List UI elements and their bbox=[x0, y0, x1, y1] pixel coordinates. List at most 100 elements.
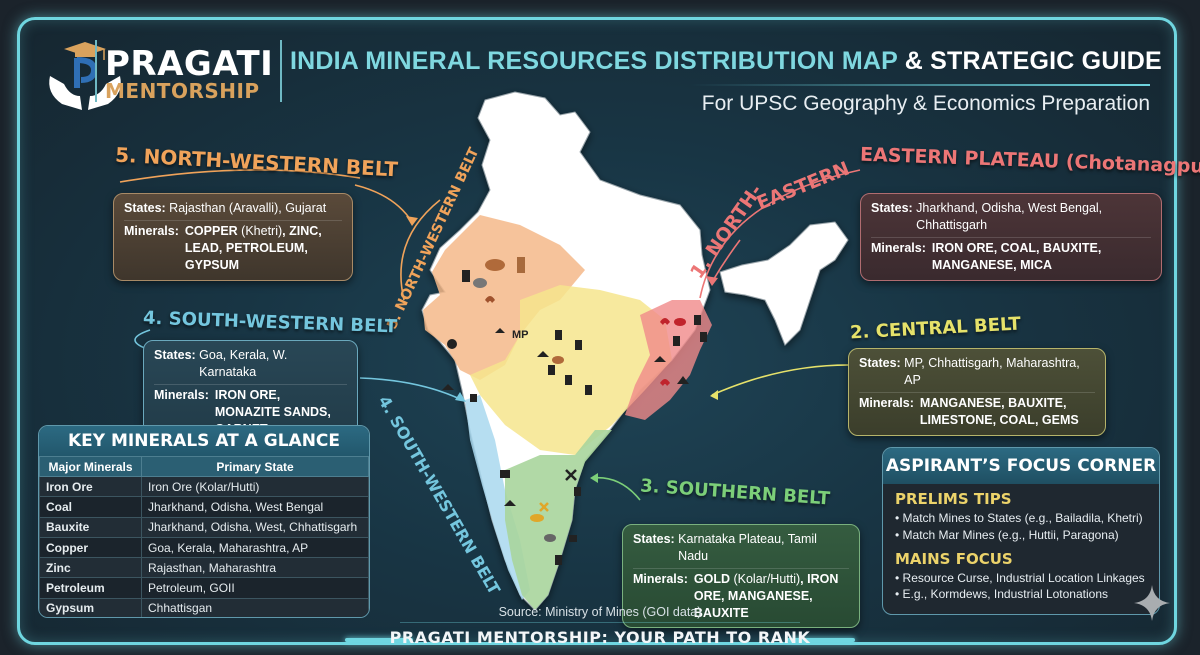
ne-arc bbox=[699, 169, 861, 299]
gold-nugget-icon bbox=[530, 514, 544, 522]
info-box-central: States: MP, Chhattisgarh, Maharashtra, A… bbox=[848, 348, 1106, 436]
title-divider bbox=[280, 40, 282, 102]
iron-ore-icon bbox=[552, 356, 564, 364]
manganese-ore-icon bbox=[544, 534, 556, 542]
region-north-western bbox=[423, 215, 585, 380]
copper-ore-icon bbox=[485, 259, 505, 271]
key-minerals-table: KEY MINERALS AT A GLANCE Major Minerals … bbox=[38, 425, 370, 618]
states-label: States: bbox=[859, 356, 901, 370]
title-underline bbox=[690, 84, 1150, 86]
table-row: Petroleum Petroleum, GOII bbox=[39, 577, 369, 599]
states-value: MP, Chhattisgarh, Maharashtra, AP bbox=[904, 356, 1080, 387]
minerals-label: Minerals: bbox=[871, 240, 926, 255]
title-strategic: & STRATEGIC GUIDE bbox=[904, 47, 1162, 75]
region-north-eastern-plateau bbox=[625, 300, 712, 420]
bauxite-heap-icon-ne bbox=[654, 356, 666, 362]
mineral-icons bbox=[442, 257, 707, 565]
minerals-value: COPPER (Khetri), ZINC, LEAD, PETROLEUM, … bbox=[184, 223, 322, 272]
states-label: States: bbox=[154, 348, 196, 362]
table-row: Coal Jharkhand, Odisha, West Bengal bbox=[39, 496, 369, 518]
sparkle-icon bbox=[1134, 585, 1170, 621]
info-box-north-western: States: Rajasthan (Aravalli), Gujarat Mi… bbox=[113, 193, 353, 281]
gold-mining-icon bbox=[539, 502, 549, 512]
aspirant-focus-corner: ASPIRANT’S FOCUS CORNER PRELIMS TIPS Mat… bbox=[882, 447, 1160, 615]
ne-arc-label-2: EASTERN bbox=[754, 158, 853, 215]
info-box-north-eastern: States: Jharkhand, Odisha, West Bengal, … bbox=[860, 193, 1162, 281]
oil-rig-icon bbox=[462, 270, 470, 282]
manganese-heap-icon-ne bbox=[677, 376, 689, 384]
minerals-label: Minerals: bbox=[633, 571, 688, 586]
table-row: Bauxite Jharkhand, Odisha, West, Chhattis… bbox=[39, 516, 369, 538]
garnet-heap-icon bbox=[504, 500, 516, 506]
minerals-value: IRON ORE, COAL, BAUXITE, MANGANESE, MICA bbox=[931, 240, 1102, 272]
focus-title: ASPIRANT’S FOCUS CORNER bbox=[883, 448, 1159, 484]
nw-arc bbox=[400, 199, 441, 301]
petroleum-drop-icon bbox=[447, 339, 457, 349]
brand-name: PRAGATI bbox=[105, 44, 274, 84]
footer-bar-right bbox=[787, 638, 855, 642]
magnet-icon-ne-2 bbox=[660, 379, 670, 386]
footer-divider bbox=[400, 622, 800, 623]
footer-bar-left bbox=[345, 638, 413, 642]
minerals-label: Minerals: bbox=[859, 395, 914, 410]
coal-icon-2 bbox=[575, 340, 582, 350]
region-central bbox=[470, 285, 672, 455]
coal-icon-4 bbox=[565, 375, 572, 385]
page-title: INDIA MINERAL RESOURCES DISTRIBUTION MAP… bbox=[290, 47, 1162, 76]
states-value: Rajasthan (Aravalli), Gujarat bbox=[169, 201, 327, 215]
coal-icon-ne-2 bbox=[673, 336, 680, 346]
coal-icon-ne bbox=[694, 315, 701, 325]
table-row: Iron Ore Iron Ore (Kolar/Hutti) bbox=[39, 475, 369, 498]
prelims-tip: Match Mar Mines (e.g., Huttii, Paragona) bbox=[895, 527, 1159, 544]
info-box-southern: States: Karnataka Plateau, Tamil Nadu Mi… bbox=[622, 524, 860, 629]
coal-icon-5 bbox=[585, 385, 592, 395]
region-southern bbox=[505, 430, 612, 610]
title-main: INDIA MINERAL RESOURCES DISTRIBUTION MAP bbox=[290, 47, 898, 75]
magnet-icon bbox=[485, 296, 495, 303]
mica-icon bbox=[674, 318, 686, 326]
mains-point: E.g., Kormdews, Industrial Lotonations bbox=[895, 586, 1159, 603]
manganese-heap-icon bbox=[537, 351, 549, 357]
iron-ore-icon-south bbox=[574, 487, 581, 496]
zinc-icon bbox=[517, 257, 525, 273]
column-header-mineral: Major Minerals bbox=[39, 456, 142, 477]
central-arrow bbox=[711, 364, 849, 396]
source-note: Source: Ministry of Mines (GOI data) bbox=[498, 605, 702, 619]
table-row: Copper Goa, Kerala, Maharashtra, AP bbox=[39, 536, 369, 559]
bauxite-heap-icon bbox=[442, 384, 454, 390]
magnet-icon-ne bbox=[660, 318, 670, 325]
arrow-heads bbox=[406, 216, 718, 483]
india-northeast bbox=[719, 221, 849, 346]
minerals-value: GOLD (Kolar/Hutti), IRON ORE, MANGANESE,… bbox=[693, 571, 839, 620]
sw-arrow bbox=[359, 377, 463, 401]
limestone-icon bbox=[470, 394, 477, 402]
states-label: States: bbox=[633, 532, 675, 546]
map-label-mp: MP bbox=[512, 329, 529, 341]
states-value: Goa, Kerala, W. Karnataka bbox=[199, 348, 288, 379]
monazite-icon bbox=[500, 470, 510, 478]
bauxite-icon-south bbox=[569, 535, 577, 542]
mining-hammer-icon bbox=[565, 469, 577, 481]
table-row: Zinc Rajasthan, Maharashtra bbox=[39, 557, 369, 579]
prelims-tip: Match Mines to States (e.g., Bailadila, … bbox=[895, 510, 1159, 527]
minerals-label: Minerals: bbox=[154, 387, 209, 402]
states-value: Karnataka Plateau, Tamil Nadu bbox=[678, 532, 817, 563]
states-value: Jharkhand, Odisha, West Bengal, Chhattis… bbox=[916, 201, 1103, 232]
footer-tagline: PRAGATI MENTORSHIP: YOUR PATH TO RANK bbox=[389, 628, 811, 647]
nw-arrow bbox=[354, 184, 413, 223]
brand-divider bbox=[95, 40, 97, 102]
lead-ore-icon bbox=[473, 278, 487, 288]
southern-arrow bbox=[591, 476, 641, 501]
mains-point: Resource Curse, Industrial Location Link… bbox=[895, 570, 1159, 587]
prelims-heading: PRELIMS TIPS bbox=[895, 490, 1012, 508]
key-table-title: KEY MINERALS AT A GLANCE bbox=[39, 426, 369, 456]
minerals-label: Minerals: bbox=[124, 223, 179, 238]
coal-icon-south bbox=[555, 555, 562, 565]
coal-icon bbox=[555, 330, 562, 340]
coal-icon-3 bbox=[548, 365, 555, 375]
table-row: Gypsum Chhattisgan bbox=[39, 597, 369, 617]
brand-sub: MENTORSHIP bbox=[105, 79, 260, 103]
page-subtitle: For UPSC Geography & Economics Preparati… bbox=[701, 92, 1150, 115]
column-header-state: Primary State bbox=[141, 456, 369, 477]
